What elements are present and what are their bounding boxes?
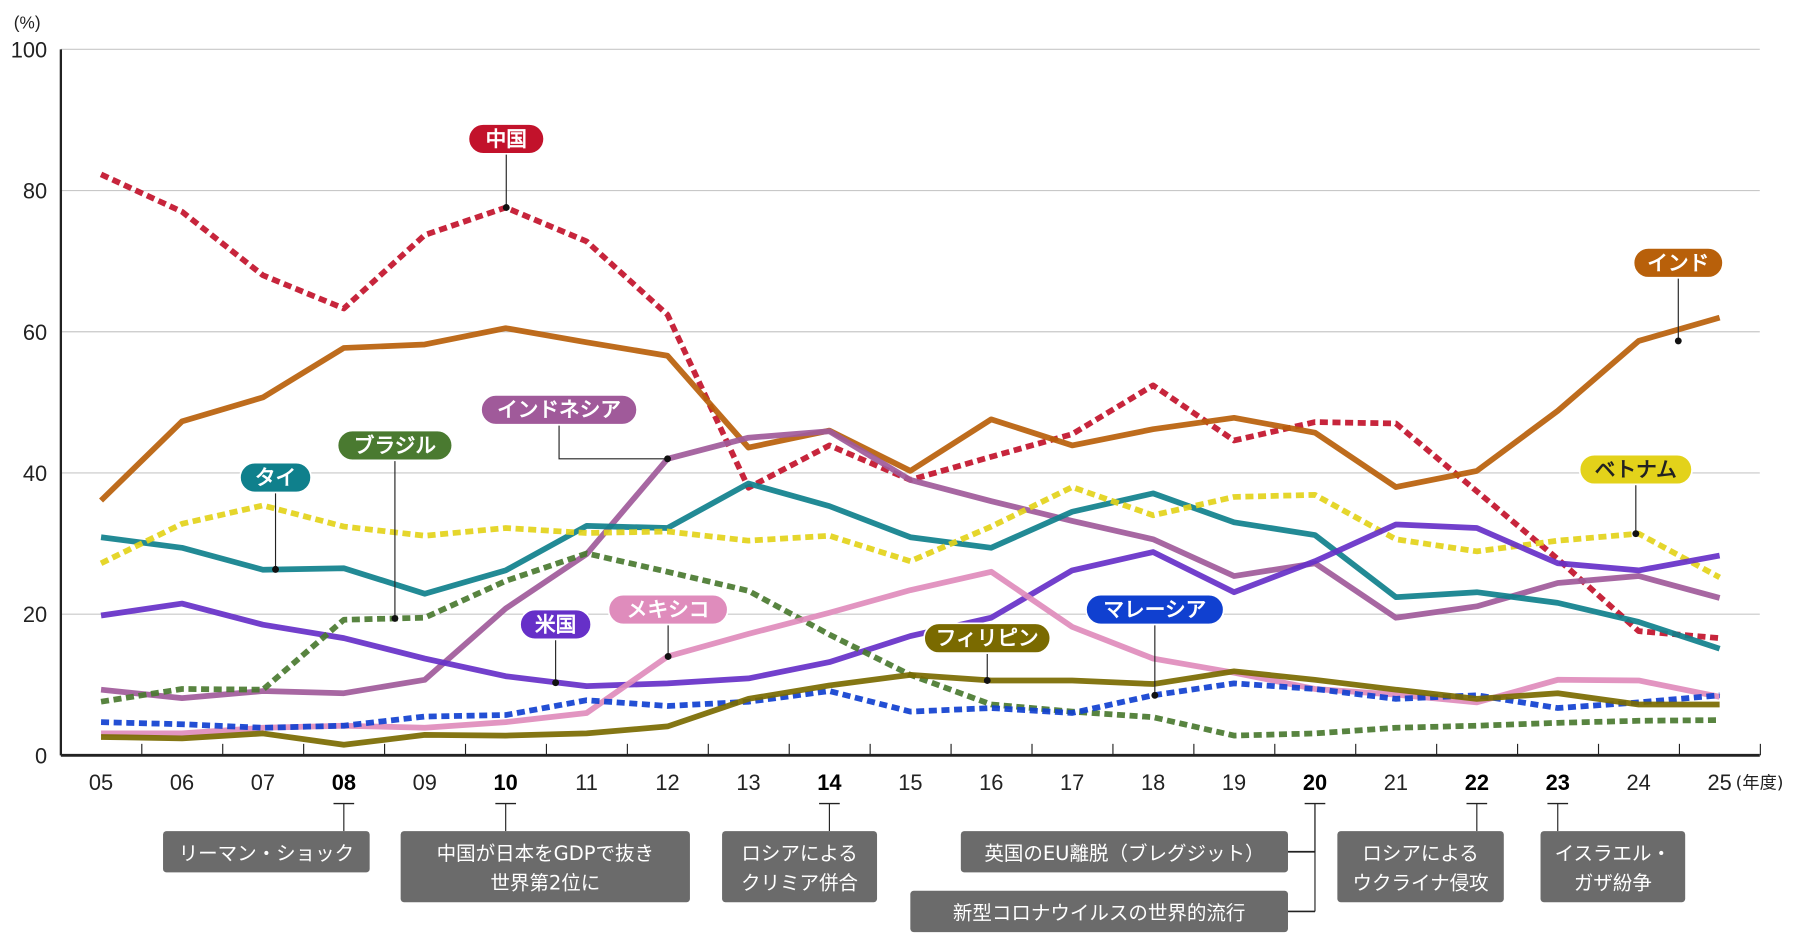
- y-tick-label: 0: [35, 743, 47, 768]
- leader-dot: [552, 679, 560, 687]
- x-tick-label: 18: [1141, 770, 1165, 795]
- series-line-メキシコ: [101, 568, 1721, 737]
- event-box: [960, 831, 1288, 873]
- y-axis-label: (%): [14, 13, 41, 33]
- series-label-badge: [1085, 593, 1225, 626]
- event-text: 英国のEU離脱（ブレグジット）: [984, 842, 1264, 865]
- y-ticks: 0 20 40 60 80 100: [11, 37, 47, 768]
- event-text: ガザ紛争: [1574, 872, 1652, 895]
- x-tick-label: 25: [1707, 770, 1731, 795]
- x-ticks: 05 06 07 08 09 10 11 12 13 14 15 16 17 18 19 20 21 22 23 24…: [89, 770, 1732, 795]
- leader-dot: [391, 614, 399, 622]
- x-tick-label: 22: [1465, 770, 1489, 795]
- series-label-米国: 米国: [535, 612, 576, 636]
- series-label-badge: [1578, 453, 1693, 486]
- x-tick-label: 16: [979, 770, 1003, 795]
- leader-dot: [983, 677, 991, 684]
- x-tick-label: 15: [898, 770, 922, 795]
- leader-dot: [1632, 530, 1640, 538]
- x-tick-label: 08: [332, 770, 356, 795]
- series-label-badge: [519, 608, 593, 641]
- y-tick-label: 80: [23, 179, 47, 204]
- event-text: クリミア併合: [741, 872, 858, 895]
- x-tick-label: 21: [1384, 770, 1408, 795]
- x-tick-label: 09: [413, 770, 437, 795]
- series-lines: [99, 171, 1721, 748]
- event-box: [722, 831, 878, 903]
- event-text: イスラエル・: [1555, 842, 1671, 865]
- event-text: ロシアによる: [1362, 842, 1478, 865]
- series-label-badge: [1632, 247, 1724, 279]
- series-line-フィリピン: [100, 668, 1720, 748]
- x-tick-label: 24: [1627, 770, 1651, 795]
- series-label-badge: [467, 123, 546, 155]
- gridlines: [59, 48, 1761, 757]
- x-tick-label: 19: [1222, 770, 1246, 795]
- x-tick-label: 10: [494, 770, 518, 795]
- event-text: ロシアによる: [741, 842, 857, 865]
- event-annotations: リーマン・ショック 中国が日本をGDPで抜き世界第2位にロシアによるクリミア併合英…: [163, 802, 1686, 933]
- event-text: 世界第2位に: [490, 872, 600, 895]
- x-tick-label: 17: [1060, 770, 1084, 795]
- series-line-米国: [100, 521, 1721, 689]
- series-label-メキシコ: メキシコ: [627, 597, 710, 621]
- series-label-インド: インド: [1647, 251, 1709, 275]
- x-tick-label: 11: [575, 770, 598, 795]
- y-tick-label: 20: [23, 602, 47, 627]
- series-label-ベトナム: ベトナム: [1595, 457, 1677, 481]
- x-tick-label: 23: [1546, 770, 1570, 795]
- x-tick-label: 12: [655, 770, 679, 795]
- x-tick-label: 20: [1303, 770, 1327, 795]
- x-tick-label: 05: [89, 770, 113, 795]
- event-box: [400, 831, 690, 903]
- event-text: リーマン・ショック: [179, 842, 355, 865]
- series-label-badge: [480, 394, 638, 426]
- series-label-badge: [239, 461, 312, 494]
- series-label-フィリピン: フィリピン: [936, 626, 1039, 650]
- event-text: 新型コロナウイルスの世界的流行: [953, 901, 1246, 924]
- series-line-マレーシア: [100, 680, 1720, 731]
- leader-dot: [664, 455, 671, 463]
- event-box: [163, 831, 370, 873]
- y-tick-label: 40: [23, 461, 47, 486]
- series-label-タイ: タイ: [255, 465, 296, 489]
- x-tick-label: 14: [817, 770, 841, 795]
- series-line-インドネシア: [100, 428, 1721, 702]
- series-label-badge: [607, 593, 729, 626]
- event-text: 中国が日本をGDPで抜き: [437, 842, 654, 865]
- leader-dot: [664, 653, 672, 660]
- series-label-マレーシア: マレーシア: [1103, 597, 1206, 621]
- series-line-ブラジル: [100, 550, 1720, 739]
- x-tick-label: 07: [251, 770, 275, 795]
- x-tick-label: 13: [736, 770, 760, 795]
- series-label-badge: [336, 429, 454, 462]
- leader-dot: [1151, 691, 1159, 699]
- series-label-ブラジル: ブラジル: [354, 433, 437, 457]
- series-label-インドネシア: インドネシア: [497, 398, 621, 422]
- y-tick-label: 60: [23, 320, 47, 345]
- series-line-ベトナム: [99, 484, 1721, 580]
- event-box: [1337, 831, 1504, 903]
- leader-dot: [272, 565, 279, 573]
- leader-dot: [1674, 337, 1682, 345]
- series-label-badge: [923, 622, 1052, 655]
- x-axis-unit: (年度): [1736, 774, 1784, 794]
- event-text: ウクライナ侵攻: [1353, 872, 1489, 895]
- series-line-インド: [99, 314, 1721, 503]
- leader-line: [558, 423, 668, 460]
- leader-dot: [502, 204, 510, 211]
- series-line-タイ: [100, 480, 1721, 652]
- series-label-中国: 中国: [486, 127, 527, 151]
- x-tick-label: 06: [170, 770, 194, 795]
- y-tick-label: 100: [11, 37, 47, 62]
- event-box: [1540, 831, 1686, 903]
- event-box: [910, 890, 1288, 933]
